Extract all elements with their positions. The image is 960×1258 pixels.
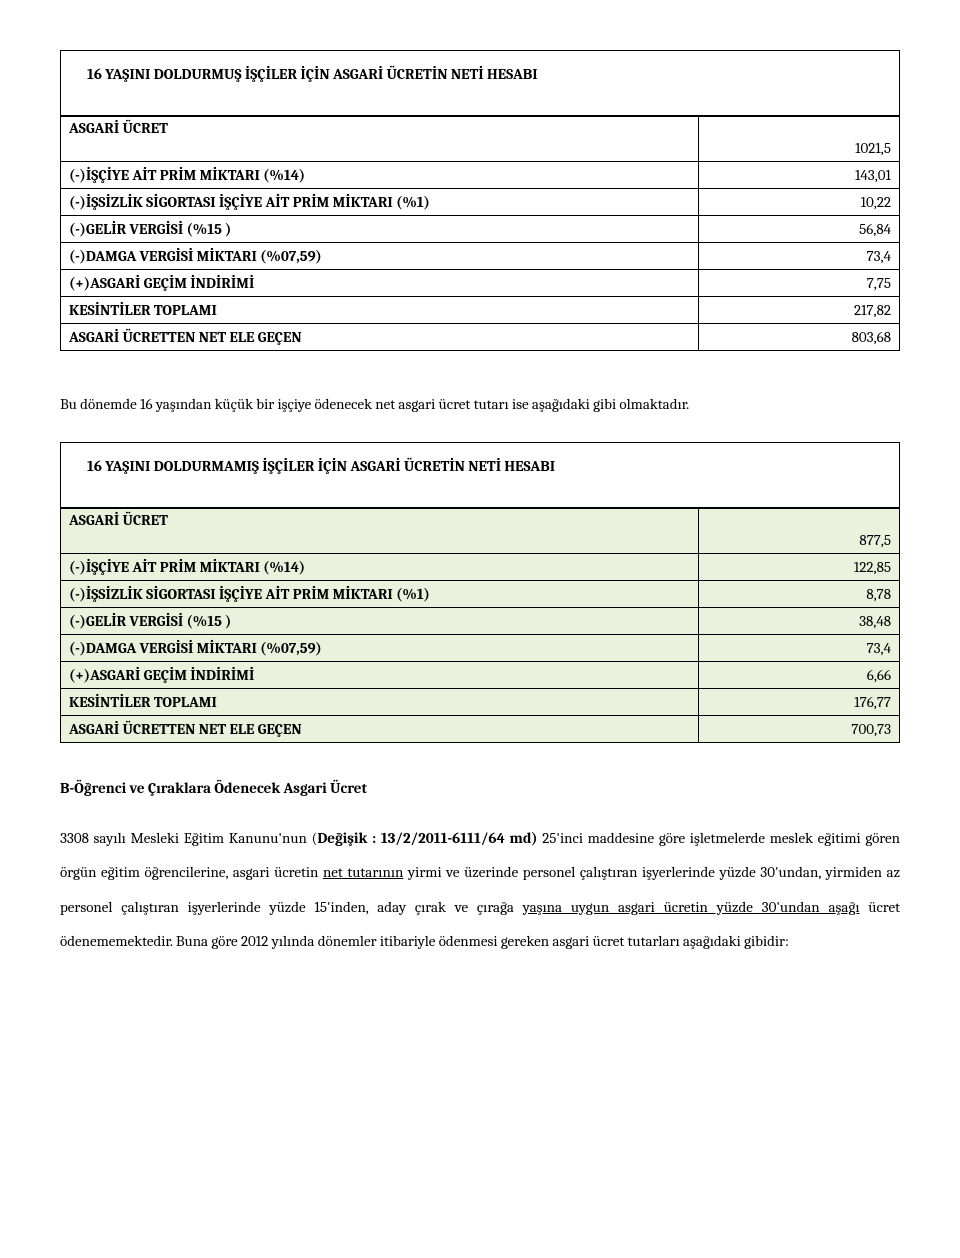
row-value: 143,01 <box>698 162 899 189</box>
table-row: KESİNTİLER TOPLAMI 176,77 <box>61 688 900 715</box>
table-row: (-)İŞÇİYE AİT PRİM MİKTARI (%14) 122,85 <box>61 553 900 580</box>
row-label: (-)GELİR VERGİSİ (%15 ) <box>61 607 699 634</box>
paragraph-1: Bu dönemde 16 yaşından küçük bir işçiye … <box>60 387 900 422</box>
row-label: ASGARİ ÜCRET <box>61 117 699 162</box>
row-value: 1021,5 <box>698 117 899 162</box>
table-row: ASGARİ ÜCRET 877,5 <box>61 508 900 553</box>
table-row: (-)GELİR VERGİSİ (%15 ) 56,84 <box>61 216 900 243</box>
table-row: (-)DAMGA VERGİSİ MİKTARI (%07,59) 73,4 <box>61 634 900 661</box>
row-label: (+)ASGARİ GEÇİM İNDİRİMİ <box>61 661 699 688</box>
table-row: (-)DAMGA VERGİSİ MİKTARI (%07,59) 73,4 <box>61 243 900 270</box>
row-label: ASGARİ ÜCRETTEN NET ELE GEÇEN <box>61 715 699 742</box>
p2-underline: yaşına uygun asgari ücretin yüzde 30'und… <box>523 898 860 916</box>
table-row: KESİNTİLER TOPLAMI 217,82 <box>61 297 900 324</box>
row-value: 217,82 <box>698 297 899 324</box>
row-value: 803,68 <box>698 324 899 351</box>
row-value: 700,73 <box>698 715 899 742</box>
row-value: 7,75 <box>698 270 899 297</box>
row-label: (-)DAMGA VERGİSİ MİKTARI (%07,59) <box>61 243 699 270</box>
table-row: (-)İŞÇİYE AİT PRİM MİKTARI (%14) 143,01 <box>61 162 900 189</box>
row-label: (+)ASGARİ GEÇİM İNDİRİMİ <box>61 270 699 297</box>
table2-title: 16 YAŞINI DOLDURMAMIŞ İŞÇİLER İÇİN ASGAR… <box>60 442 900 508</box>
table-row: ASGARİ ÜCRETTEN NET ELE GEÇEN 803,68 <box>61 324 900 351</box>
row-label: (-)İŞÇİYE AİT PRİM MİKTARI (%14) <box>61 553 699 580</box>
table-row: (+)ASGARİ GEÇİM İNDİRİMİ 6,66 <box>61 661 900 688</box>
table-row: (+)ASGARİ GEÇİM İNDİRİMİ 7,75 <box>61 270 900 297</box>
row-label: KESİNTİLER TOPLAMI <box>61 688 699 715</box>
table-row: (-)İŞSİZLİK SİGORTASI İŞÇİYE AİT PRİM Mİ… <box>61 580 900 607</box>
table1-title: 16 YAŞINI DOLDURMUŞ İŞÇİLER İÇİN ASGARİ … <box>60 50 900 116</box>
row-label: (-)İŞSİZLİK SİGORTASI İŞÇİYE AİT PRİM Mİ… <box>61 189 699 216</box>
p2-bold: Değişik : 13/2/2011-6111/64 md) <box>317 829 542 847</box>
row-value: 122,85 <box>698 553 899 580</box>
row-value: 73,4 <box>698 634 899 661</box>
row-label: (-)DAMGA VERGİSİ MİKTARI (%07,59) <box>61 634 699 661</box>
row-label: (-)GELİR VERGİSİ (%15 ) <box>61 216 699 243</box>
row-label: (-)İŞÇİYE AİT PRİM MİKTARI (%14) <box>61 162 699 189</box>
p2-underline: net tutarının <box>323 863 403 881</box>
row-value: 6,66 <box>698 661 899 688</box>
row-label: KESİNTİLER TOPLAMI <box>61 297 699 324</box>
section-heading: B-Öğrenci ve Çıraklara Ödenecek Asgari Ü… <box>60 779 900 797</box>
row-label: ASGARİ ÜCRET <box>61 508 699 553</box>
table-row: ASGARİ ÜCRET 1021,5 <box>61 117 900 162</box>
table-row: (-)İŞSİZLİK SİGORTASI İŞÇİYE AİT PRİM Mİ… <box>61 189 900 216</box>
row-value: 10,22 <box>698 189 899 216</box>
row-value: 176,77 <box>698 688 899 715</box>
row-value: 73,4 <box>698 243 899 270</box>
row-value: 877,5 <box>698 508 899 553</box>
row-value: 56,84 <box>698 216 899 243</box>
row-value: 8,78 <box>698 580 899 607</box>
table2: ASGARİ ÜCRET 877,5 (-)İŞÇİYE AİT PRİM Mİ… <box>60 508 900 743</box>
row-label: (-)İŞSİZLİK SİGORTASI İŞÇİYE AİT PRİM Mİ… <box>61 580 699 607</box>
paragraph-2: 3308 sayılı Mesleki Eğitim Kanunu'nun (D… <box>60 821 900 959</box>
table-row: (-)GELİR VERGİSİ (%15 ) 38,48 <box>61 607 900 634</box>
table1: ASGARİ ÜCRET 1021,5 (-)İŞÇİYE AİT PRİM M… <box>60 116 900 351</box>
p2-text: 3308 sayılı Mesleki Eğitim Kanunu'nun ( <box>60 829 317 847</box>
row-label: ASGARİ ÜCRETTEN NET ELE GEÇEN <box>61 324 699 351</box>
table-row: ASGARİ ÜCRETTEN NET ELE GEÇEN 700,73 <box>61 715 900 742</box>
row-value: 38,48 <box>698 607 899 634</box>
